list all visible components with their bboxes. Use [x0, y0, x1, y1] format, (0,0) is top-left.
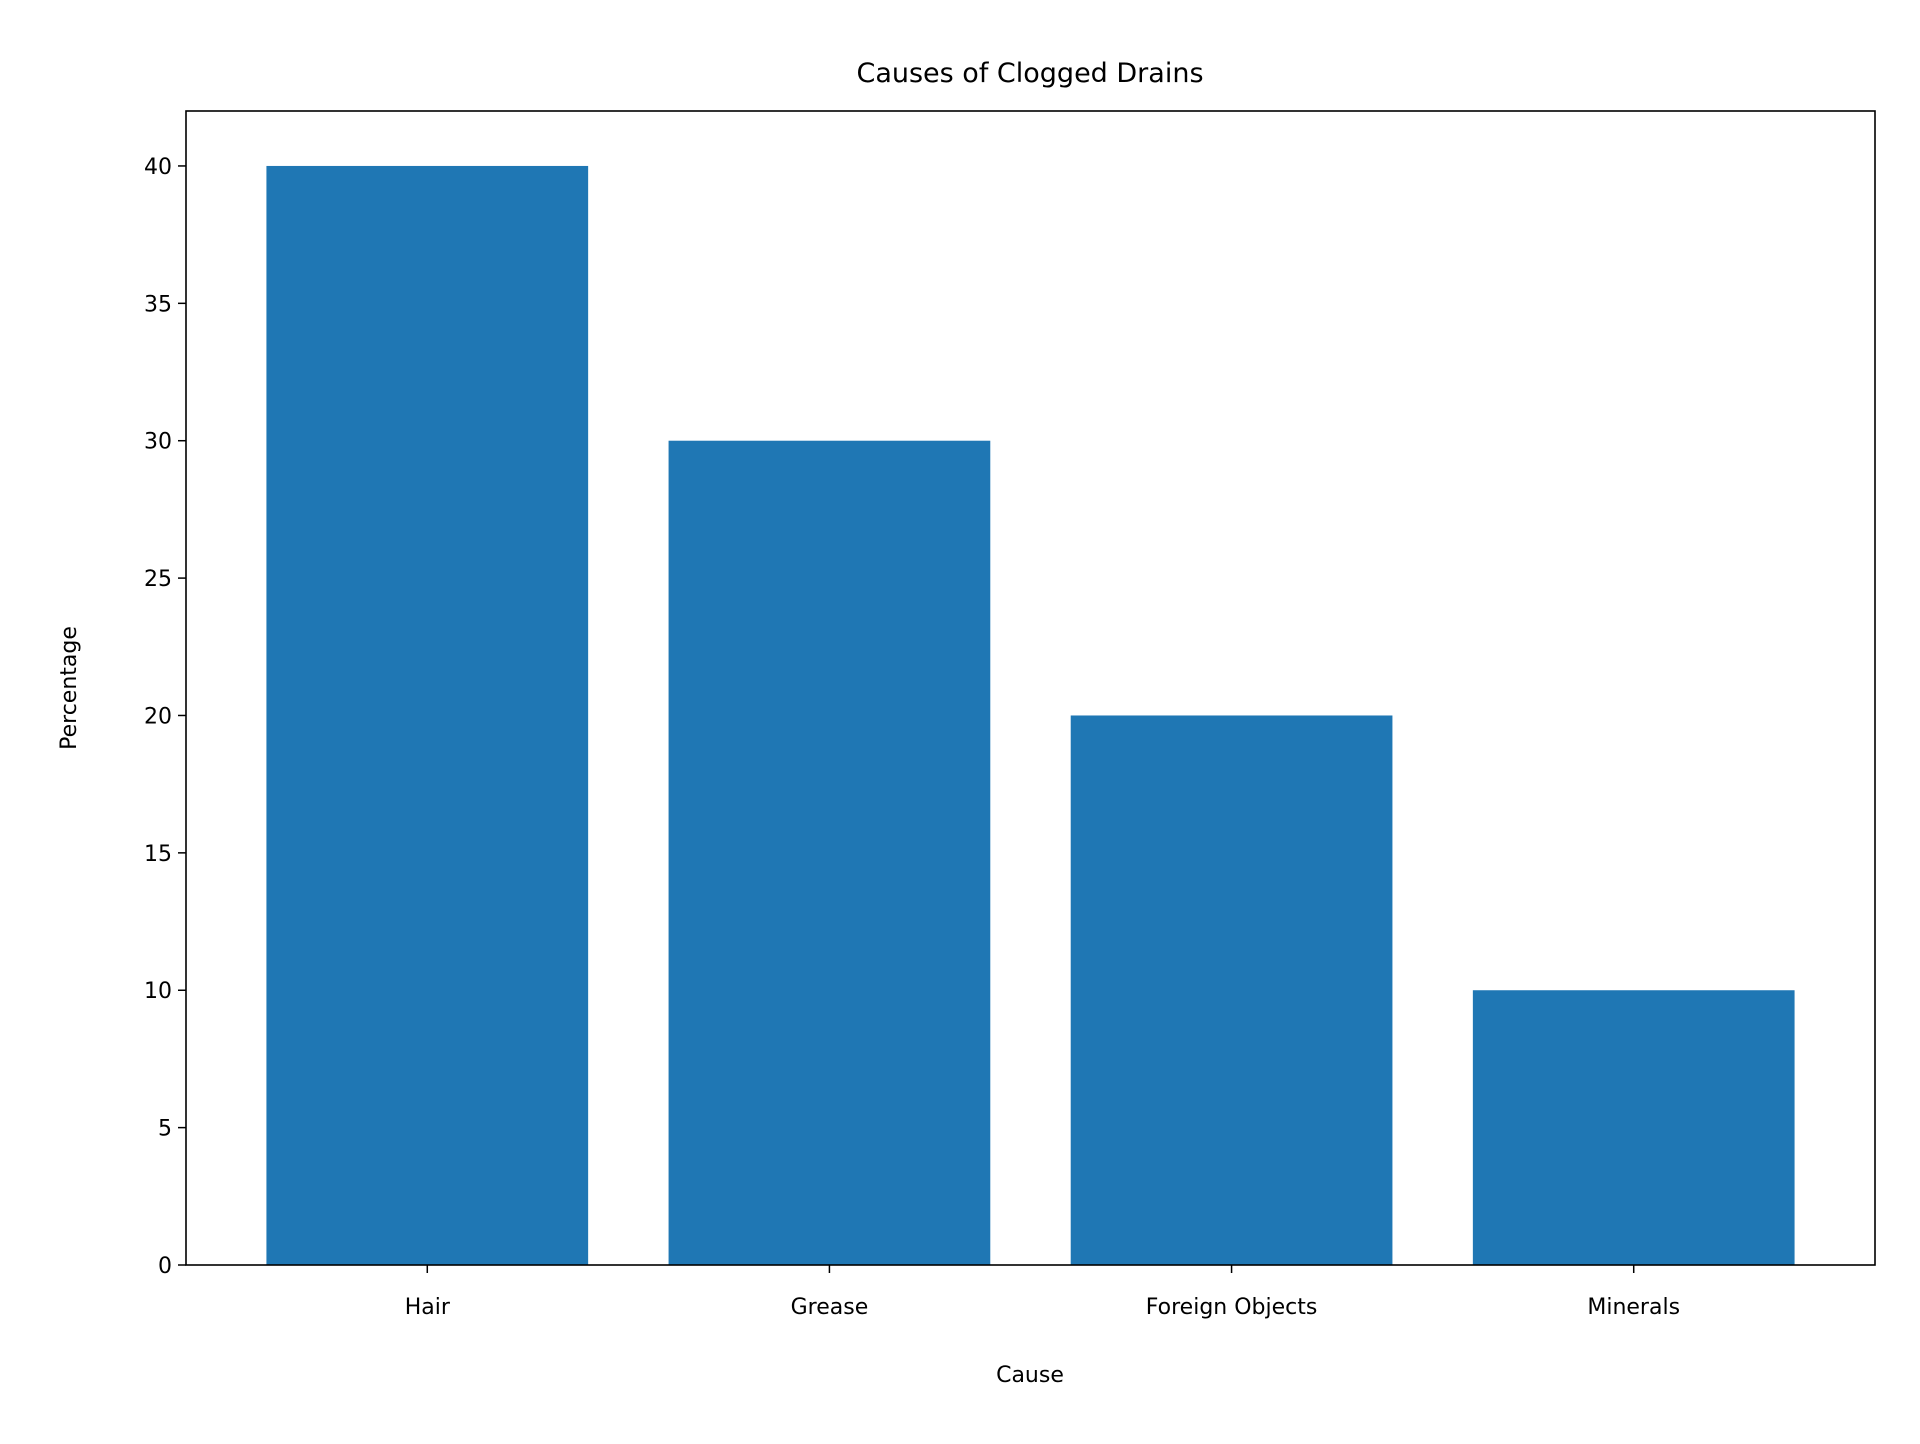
x-tick-label: Foreign Objects: [1146, 1295, 1318, 1320]
x-tick-label: Hair: [405, 1295, 451, 1320]
x-tick-label: Grease: [791, 1295, 869, 1320]
y-tick-label: 35: [144, 292, 172, 317]
bar-grease: [668, 440, 991, 1265]
y-tick-label: 25: [144, 567, 172, 592]
x-tick-label: Minerals: [1587, 1295, 1680, 1320]
y-tick-label: 40: [144, 155, 172, 180]
y-tick-label: 30: [144, 430, 172, 455]
y-tick-label: 15: [144, 842, 172, 867]
bar-minerals: [1472, 990, 1795, 1265]
chart-title: Causes of Clogged Drains: [856, 58, 1203, 89]
y-axis-label: Percentage: [57, 626, 82, 750]
x-axis-label: Cause: [996, 1363, 1064, 1388]
bar-foreign-objects: [1070, 715, 1393, 1265]
y-tick-label: 10: [144, 979, 172, 1004]
axes-frame: [185, 110, 1876, 1266]
bar-hair: [266, 165, 589, 1265]
y-tick-label: 0: [158, 1254, 172, 1279]
y-tick-label: 5: [158, 1117, 172, 1142]
y-tick-label: 20: [144, 704, 172, 729]
